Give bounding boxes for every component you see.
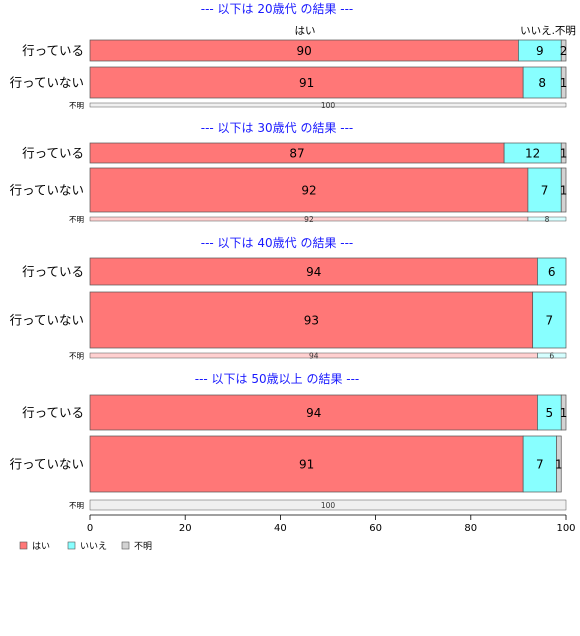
category-label-yes: はい: [295, 25, 316, 37]
bar-segment: [89, 167, 529, 213]
row-label: 行っていない: [10, 75, 84, 90]
row-label: 不明: [69, 215, 84, 224]
row-label: 行っている: [22, 405, 84, 420]
data-label: 92: [304, 215, 314, 224]
row-label: 行っていない: [10, 313, 84, 328]
panel-title: --- 以下は 50歳以上 の結果 ---: [195, 372, 360, 386]
data-label: 92: [301, 183, 316, 197]
bar-segment: [560, 142, 567, 164]
bar-segment: [527, 216, 567, 222]
bar-segment: [89, 291, 534, 349]
x-tick-label: 20: [179, 523, 192, 534]
row-label: 行っていない: [10, 457, 84, 472]
data-label: 1: [555, 457, 563, 471]
bar-segment: [527, 167, 562, 213]
legend-label: 不明: [134, 541, 152, 552]
data-label: 93: [304, 313, 319, 327]
panel-title: --- 以下は 40歳代 の結果 ---: [201, 236, 354, 250]
data-label: 7: [546, 313, 554, 327]
row-label: 行っている: [22, 264, 84, 279]
data-label: 5: [546, 406, 554, 420]
bar-segment: [560, 39, 567, 62]
bar-segment: [89, 499, 567, 511]
bar-segment: [560, 394, 567, 431]
x-tick-label: 100: [556, 523, 575, 534]
bar-segment: [89, 435, 524, 493]
bar-segment: [560, 66, 567, 99]
bar-segment: [522, 66, 562, 99]
legend-swatch: [19, 541, 28, 550]
data-label: 94: [309, 351, 319, 360]
legend-swatch: [121, 541, 130, 550]
bar-segment: [537, 352, 567, 359]
panel-title: --- 以下は 30歳代 の結果 ---: [201, 121, 354, 135]
bar-segment: [556, 435, 562, 493]
data-label: 8: [545, 215, 550, 224]
row-label: 不明: [69, 352, 84, 361]
legend-label: はい: [32, 541, 50, 552]
row-label: 行っていない: [10, 183, 84, 198]
bar-segment: [560, 167, 567, 213]
data-label: 94: [306, 265, 321, 279]
bar-segment: [89, 102, 567, 108]
data-label: 1: [560, 76, 568, 90]
x-tick-label: 0: [87, 523, 93, 534]
bar-segment: [89, 257, 538, 286]
bar-segment: [522, 435, 557, 493]
category-label-no-unknown: いいえ.不明: [520, 25, 576, 37]
data-label: 2: [560, 44, 568, 58]
data-label: 8: [538, 76, 546, 90]
data-label: 12: [525, 146, 540, 160]
data-label: 7: [536, 457, 544, 471]
data-label: 91: [299, 457, 314, 471]
legend-label: いいえ: [80, 541, 107, 552]
row-label: 行っている: [22, 43, 84, 58]
x-tick-label: 40: [274, 523, 287, 534]
data-label: 1: [560, 406, 568, 420]
data-label: 100: [321, 101, 336, 110]
data-label: 1: [560, 183, 568, 197]
data-label: 1: [560, 146, 568, 160]
data-label: 91: [299, 76, 314, 90]
x-tick-label: 80: [464, 523, 477, 534]
legend-swatch: [67, 541, 76, 550]
data-label: 87: [289, 146, 304, 160]
data-label: 9: [536, 44, 544, 58]
bar-segment: [89, 394, 538, 431]
data-label: 100: [321, 501, 336, 510]
data-label: 94: [306, 406, 321, 420]
bar-segment: [537, 257, 567, 286]
data-label: 6: [548, 265, 556, 279]
bar-segment: [532, 291, 567, 349]
row-label: 行っている: [22, 146, 84, 161]
x-tick-label: 60: [369, 523, 382, 534]
data-label: 90: [297, 44, 312, 58]
data-label: 6: [549, 351, 554, 360]
data-label: 7: [541, 183, 549, 197]
row-label: 不明: [69, 101, 84, 110]
row-label: 不明: [69, 501, 84, 510]
panel-title: --- 以下は 20歳代 の結果 ---: [201, 2, 354, 16]
